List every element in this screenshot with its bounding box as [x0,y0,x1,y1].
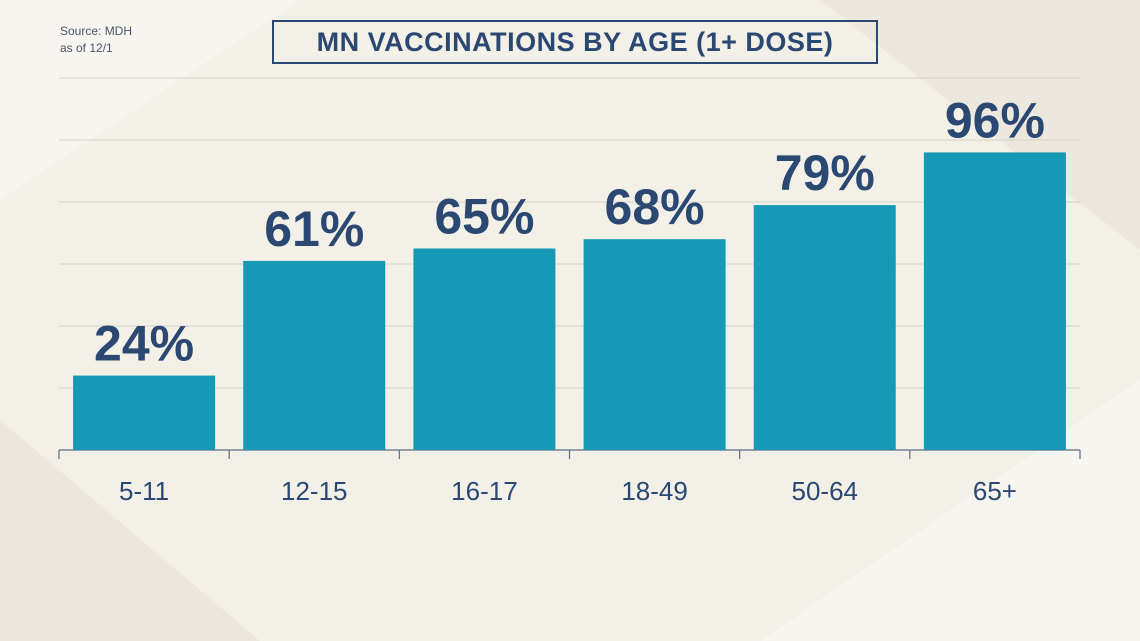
as-of-date: as of 12/1 [60,41,113,55]
x-tick-label: 16-17 [451,476,518,506]
bar-18-49 [583,239,726,450]
bar-5-11 [73,375,216,450]
bar-16-17 [413,248,556,450]
x-tick-label: 50-64 [792,476,859,506]
source-line: Source: MDH [60,24,133,38]
data-labels: 24% 61% 65% 68% 79% 96% [94,92,1045,371]
x-tick-labels: 5-11 12-15 16-17 18-49 50-64 65+ [119,476,1017,506]
data-label: 65% [434,189,534,245]
bars [73,152,1066,450]
data-label: 61% [264,201,364,257]
x-tick-label: 18-49 [621,476,688,506]
data-label: 68% [605,179,705,235]
data-label: 79% [775,145,875,201]
chart-title: MN VACCINATIONS BY AGE (1+ DOSE) [316,26,834,57]
x-tick-label: 5-11 [119,476,169,506]
x-tick-label: 65+ [973,476,1017,506]
gridlines [59,77,1080,389]
bar-12-15 [243,260,386,450]
bar-50-64 [753,205,896,450]
x-tick-label: 12-15 [281,476,348,506]
data-label: 24% [94,316,194,372]
x-axis [58,449,1081,459]
bar-65+ [923,152,1066,450]
data-label: 96% [945,92,1045,148]
source-note: Source: MDH as of 12/1 [60,23,132,57]
chart-title-box: MN VACCINATIONS BY AGE (1+ DOSE) [272,20,878,64]
